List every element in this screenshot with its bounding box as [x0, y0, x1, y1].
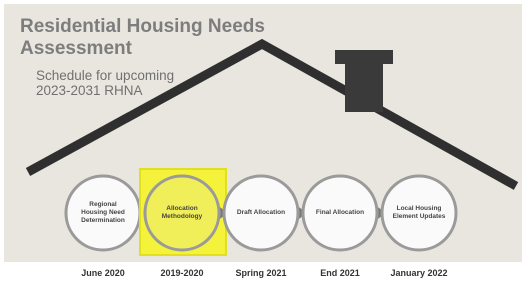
- step-label: Final Allocation: [313, 188, 367, 238]
- chimney-cap: [335, 50, 393, 64]
- step-date: 2019-2020: [142, 268, 222, 278]
- step-label: Allocation Methodology: [155, 188, 209, 238]
- subtitle: Schedule for upcoming 2023-2031 RHNA: [36, 68, 206, 98]
- step-date: June 2020: [63, 268, 143, 278]
- step-date: January 2022: [379, 268, 459, 278]
- step-date: End 2021: [300, 268, 380, 278]
- step-date: Spring 2021: [221, 268, 301, 278]
- roof: [28, 44, 516, 186]
- step-label: Regional Housing Need Determination: [76, 188, 130, 238]
- step-label: Local Housing Element Updates: [392, 188, 446, 238]
- slide: Residential Housing Needs Assessment Sch…: [0, 0, 528, 295]
- step-label: Draft Allocation: [234, 188, 288, 238]
- chimney: [345, 62, 383, 112]
- title: Residential Housing Needs Assessment: [20, 16, 320, 60]
